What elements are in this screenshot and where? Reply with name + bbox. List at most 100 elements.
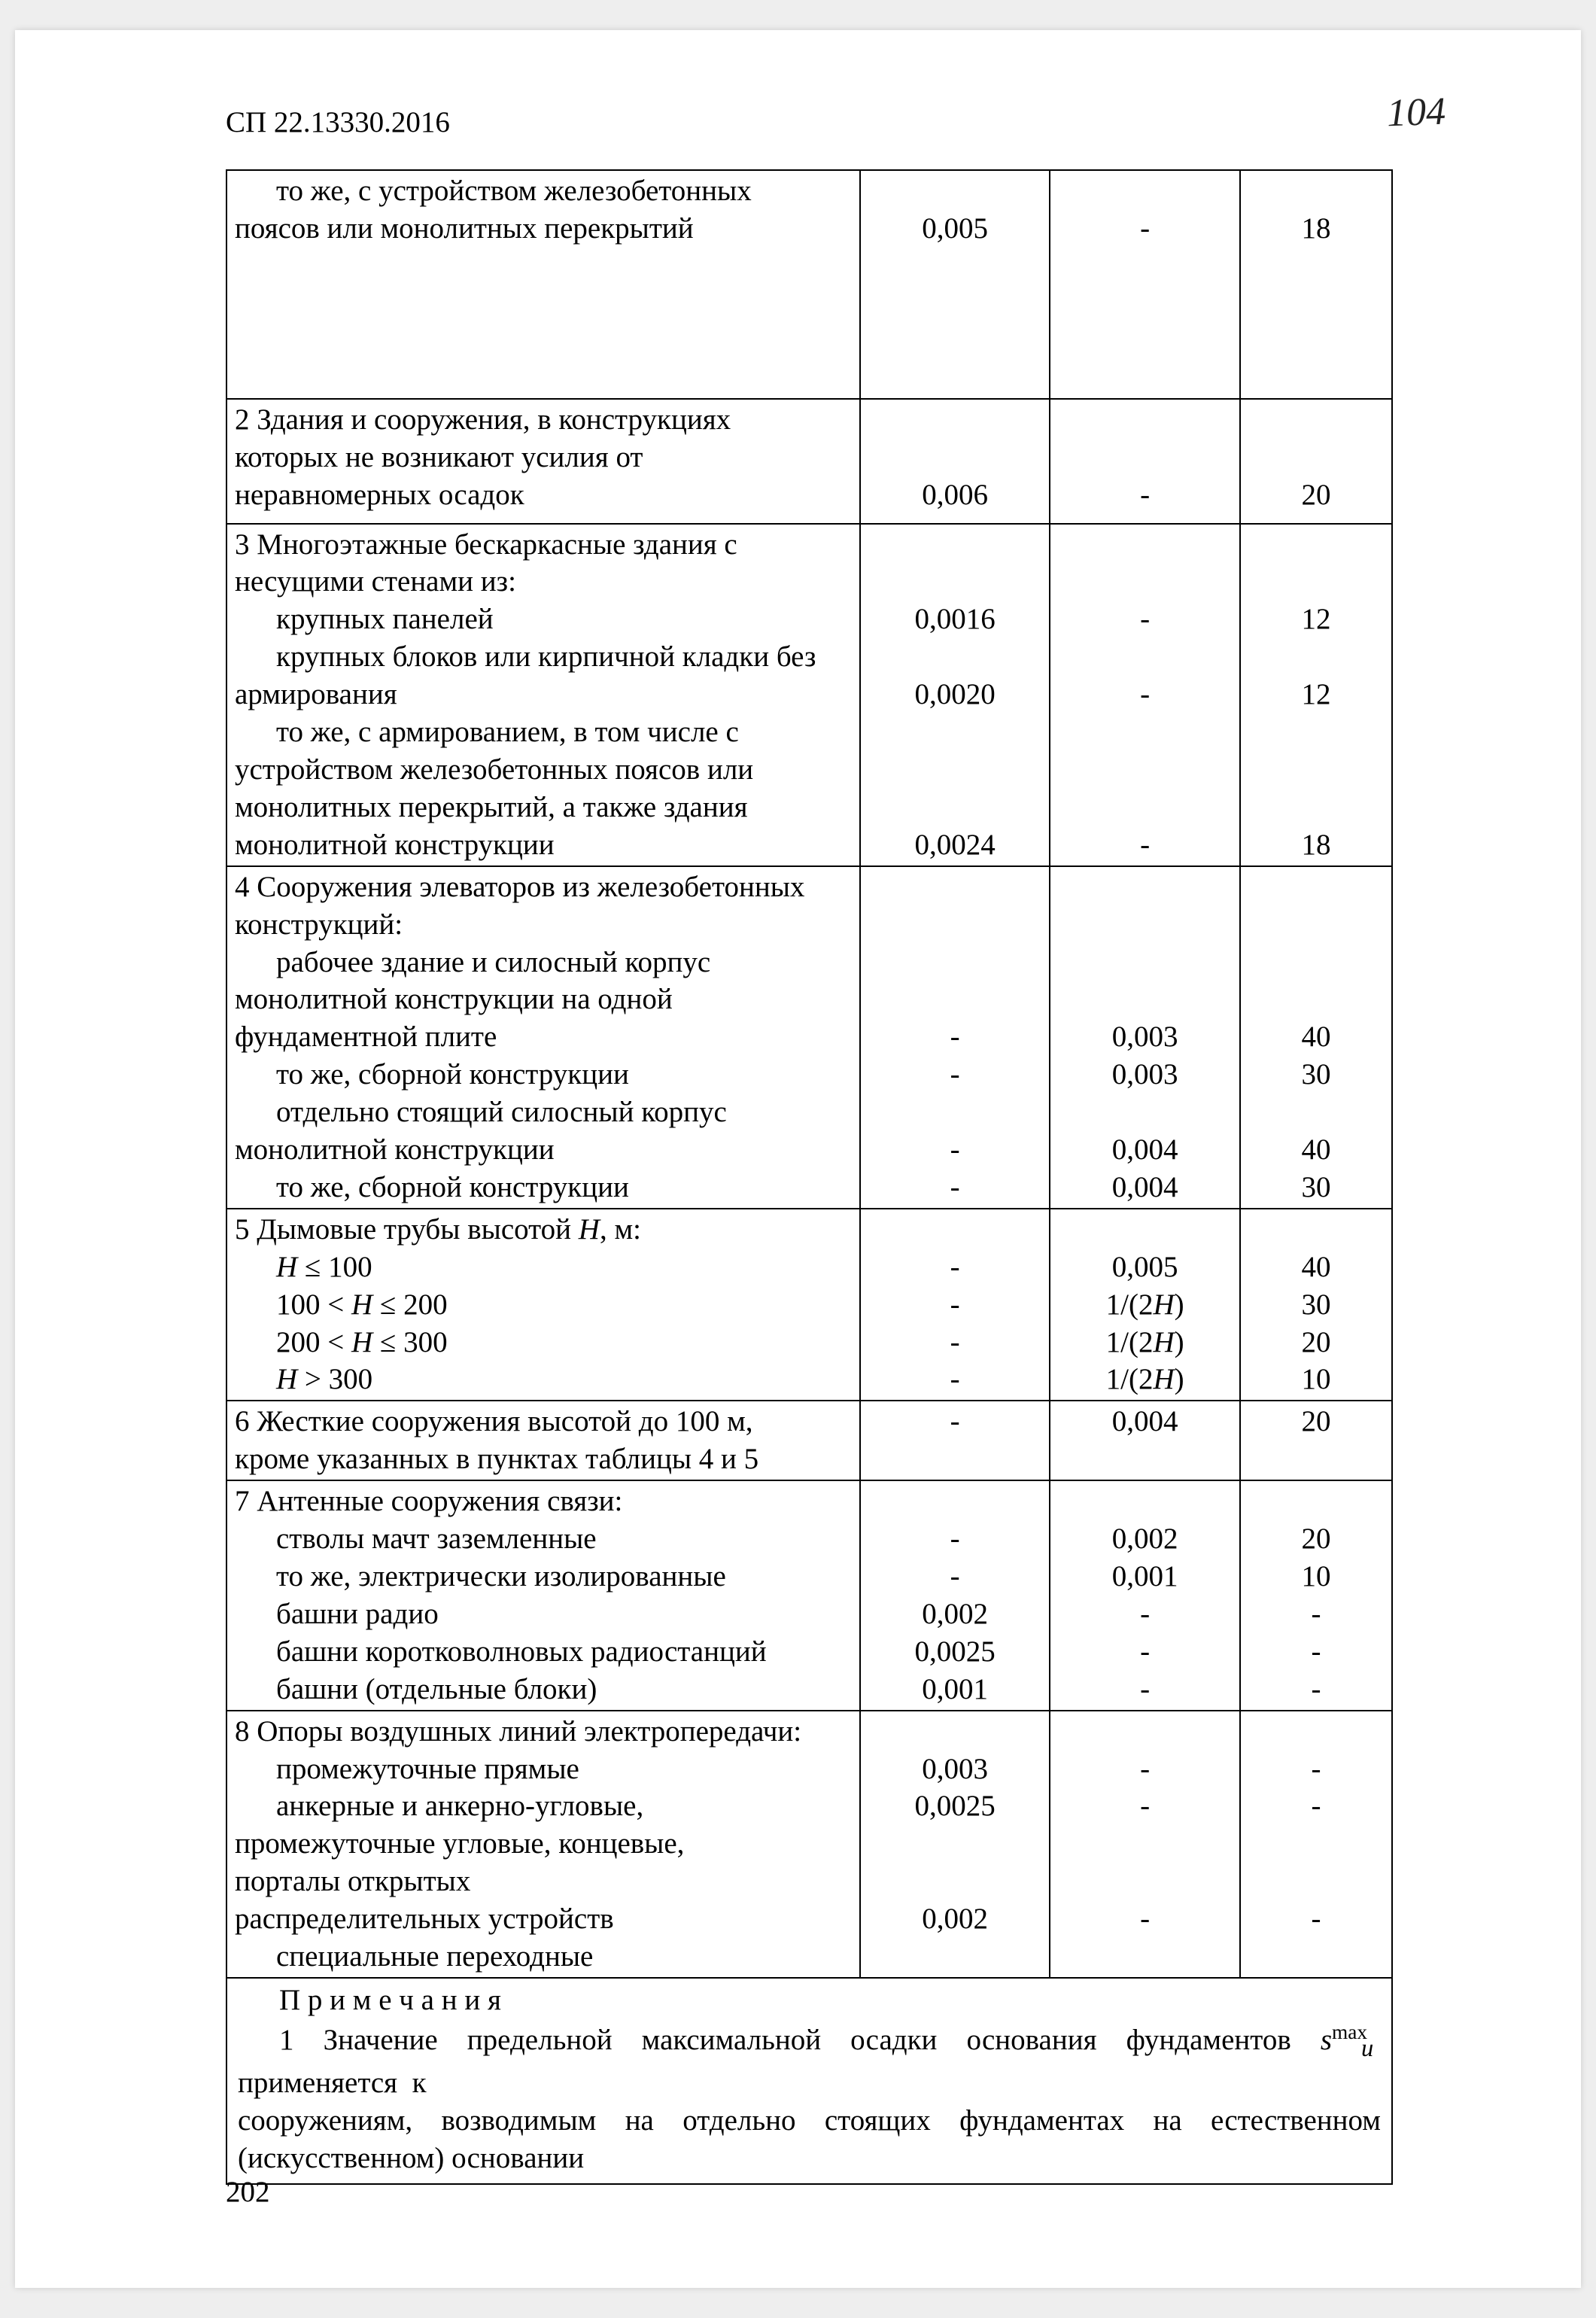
text-line: то же, сборной конструкции <box>235 1056 852 1094</box>
value-line: - <box>868 1131 1042 1169</box>
value-line <box>868 563 1042 601</box>
value-line <box>868 1825 1042 1863</box>
value-line <box>1058 751 1232 789</box>
value-line: 20 <box>1248 476 1384 514</box>
value-line <box>868 401 1042 439</box>
value-line: 0,006 <box>868 476 1042 514</box>
value-line <box>868 1713 1042 1751</box>
value-line: 30 <box>1248 1169 1384 1206</box>
document-page: 104 СП 22.13330.2016 то же, с устройство… <box>15 30 1581 2288</box>
value-line: 1/(2H) <box>1058 1361 1232 1398</box>
value-line <box>868 1211 1042 1249</box>
text-line: устройством железобетонных поясов или <box>235 751 852 789</box>
table-cell-value: 0,006 <box>860 399 1050 524</box>
table-cell-value: - <box>1050 399 1240 524</box>
value-line <box>868 1863 1042 1900</box>
main-table: то же, с устройством железобетонныхпоясо… <box>226 169 1393 2185</box>
value-line <box>1058 1440 1232 1478</box>
text-line: то же, сборной конструкции <box>235 1169 852 1206</box>
table-cell-value: 4030 4030 <box>1240 866 1392 1209</box>
value-line <box>1248 1440 1384 1478</box>
text-line: монолитной конструкции <box>235 826 852 864</box>
table-cell-value: ---- <box>860 1209 1050 1401</box>
value-line <box>1058 906 1232 944</box>
text-line: то же, с устройством железобетонных <box>235 172 852 210</box>
value-line: 18 <box>1248 826 1384 864</box>
value-line <box>1058 172 1232 210</box>
text-line: анкерные и анкерно-угловые, <box>235 1787 852 1825</box>
table-cell-description: 7 Антенные сооружения связи:стволы мачт … <box>226 1480 860 1710</box>
value-line <box>1248 751 1384 789</box>
text-line: монолитной конструкции <box>235 1131 852 1169</box>
text-line: стволы мачт заземленные <box>235 1520 852 1558</box>
text-line: 7 Антенные сооружения связи: <box>235 1483 852 1520</box>
table-cell-value: - <box>860 1401 1050 1480</box>
table-row: 8 Опоры воздушных линий электропередачи:… <box>226 1711 1392 1978</box>
value-line: 0,0024 <box>868 826 1042 864</box>
value-line <box>1248 1713 1384 1751</box>
value-line <box>1058 401 1232 439</box>
value-line <box>1248 1094 1384 1131</box>
value-line: - <box>1058 676 1232 713</box>
text-line: фундаментной плите <box>235 1018 852 1056</box>
value-line: - <box>1058 1751 1232 1788</box>
value-line <box>1248 789 1384 826</box>
value-line <box>1058 1825 1232 1863</box>
value-line: 0,005 <box>1058 1249 1232 1286</box>
value-line: - <box>868 1018 1042 1056</box>
text-line: H ≤ 100 <box>235 1249 852 1286</box>
value-line: - <box>1058 1671 1232 1708</box>
value-line: 0,0020 <box>868 676 1042 713</box>
text-line: неравномерных осадок <box>235 476 852 514</box>
text-line: то же, электрически изолированные <box>235 1558 852 1596</box>
text-line: несущими стенами из: <box>235 563 852 601</box>
value-line <box>868 172 1042 210</box>
value-line <box>1248 172 1384 210</box>
table-cell-value: -- - <box>1050 1711 1240 1978</box>
value-line: 12 <box>1248 676 1384 713</box>
table-row-notes: П р и м е ч а н и я1 Значение предельной… <box>226 1978 1392 2184</box>
text-line: порталы открытых <box>235 1863 852 1900</box>
value-line <box>868 1938 1042 1976</box>
value-line: - <box>868 1169 1042 1206</box>
notes-heading: П р и м е ч а н и я <box>238 1982 1381 2019</box>
value-line <box>1248 1483 1384 1520</box>
value-line: 0,005 <box>868 210 1042 248</box>
value-line: 20 <box>1248 1520 1384 1558</box>
value-line: 20 <box>1248 1403 1384 1440</box>
table-cell-value: 40302010 <box>1240 1209 1392 1401</box>
value-line <box>1058 1094 1232 1131</box>
value-line: 0,0025 <box>868 1633 1042 1671</box>
value-line <box>1058 1211 1232 1249</box>
text-line: крупных панелей <box>235 601 852 638</box>
table-cell-description: 5 Дымовые трубы высотой H, м:H ≤ 100100 … <box>226 1209 860 1401</box>
table-row: то же, с устройством железобетонныхпоясо… <box>226 170 1392 399</box>
value-line <box>868 713 1042 751</box>
value-line: 30 <box>1248 1056 1384 1094</box>
value-line <box>868 1094 1042 1131</box>
value-line: 30 <box>1248 1286 1384 1324</box>
value-line <box>1058 1938 1232 1976</box>
value-line: - <box>1058 1787 1232 1825</box>
value-line: - <box>868 1520 1042 1558</box>
value-line: 40 <box>1248 1018 1384 1056</box>
value-line: - <box>868 1361 1042 1398</box>
value-line: - <box>1058 1596 1232 1633</box>
value-line: 0,003 <box>868 1751 1042 1788</box>
table-row: 4 Сооружения элеваторов из железобетонны… <box>226 866 1392 1209</box>
value-line: 0,0025 <box>868 1787 1042 1825</box>
value-line: - <box>1058 1633 1232 1671</box>
value-line <box>868 981 1042 1018</box>
value-line <box>1058 868 1232 906</box>
value-line <box>1058 1713 1232 1751</box>
value-line: 10 <box>1248 1361 1384 1398</box>
text-line: 5 Дымовые трубы высотой H, м: <box>235 1211 852 1249</box>
value-line <box>1058 981 1232 1018</box>
table-cell-value: 0,0030,0025 0,002 <box>860 1711 1050 1978</box>
footer-page-number: 202 <box>226 2175 270 2209</box>
table-cell-value: 0,0051/(2H)1/(2H)1/(2H) <box>1050 1209 1240 1401</box>
value-line <box>868 1440 1042 1478</box>
value-line <box>868 1483 1042 1520</box>
value-line <box>1058 563 1232 601</box>
table-cell-description: 6 Жесткие сооружения высотой до 100 м,кр… <box>226 1401 860 1480</box>
